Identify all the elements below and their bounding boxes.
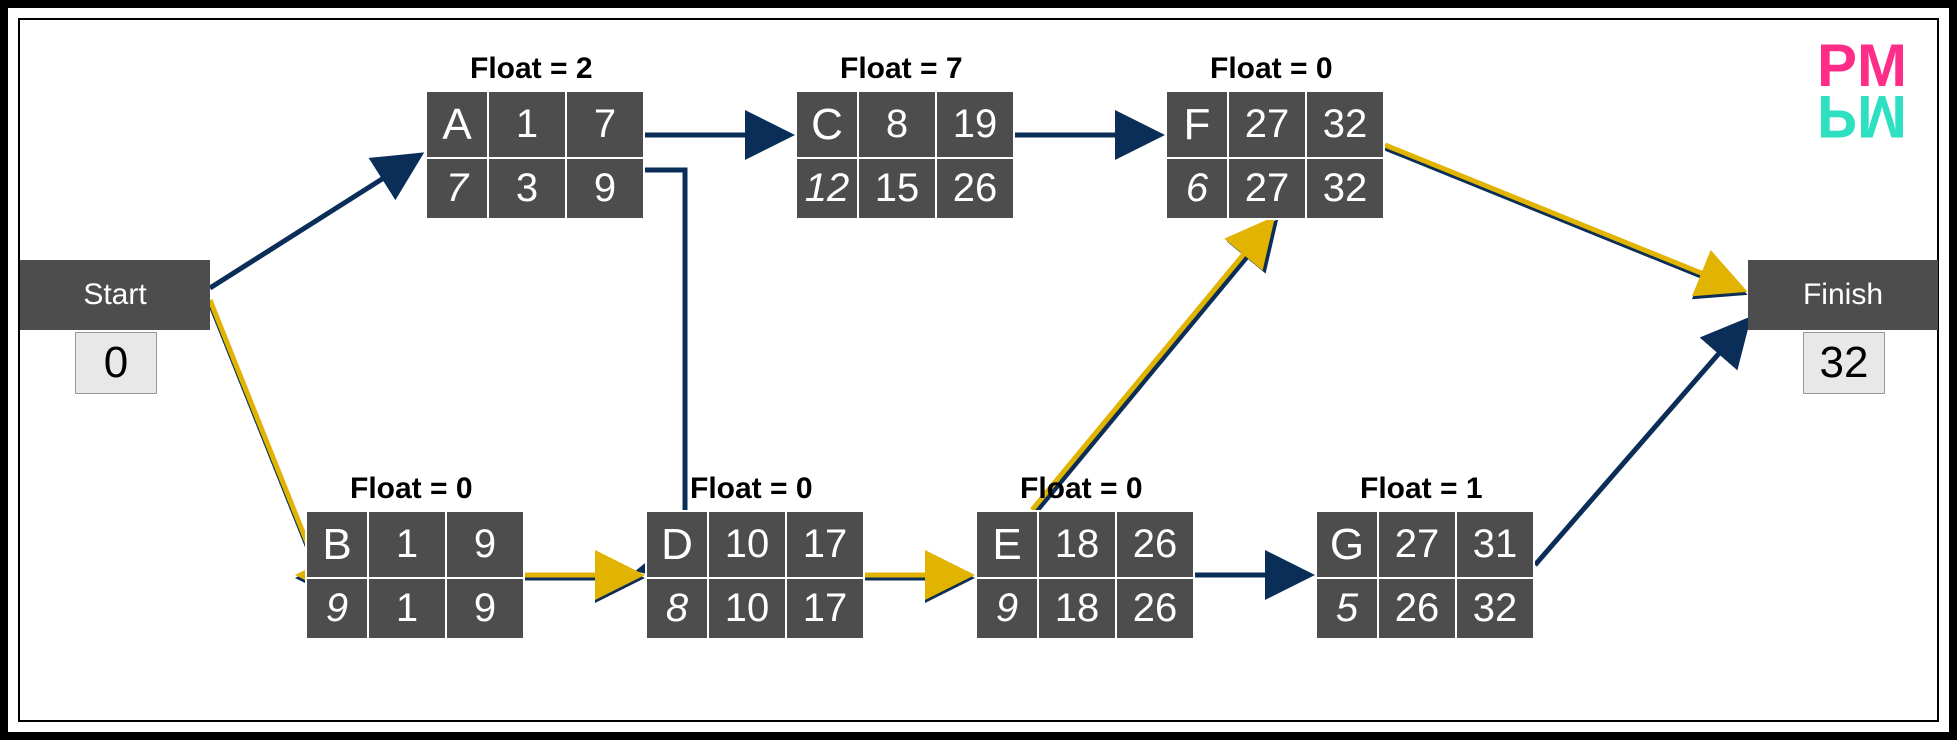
early-start: 27 [1228,91,1306,158]
activity-id: B [306,511,368,578]
activity-id: E [976,511,1038,578]
edge [1535,320,1748,565]
duration: 7 [426,158,488,219]
diagram-outer-frame: Start 0 Finish 32 PM PM Float = 2A17739F… [0,0,1957,740]
late-finish: 9 [566,158,644,219]
edge [1385,145,1743,290]
late-start: 26 [1378,578,1456,639]
early-finish: 17 [786,511,864,578]
late-finish: 9 [446,578,524,639]
activity-node-C: C819 121526 [795,90,1015,220]
late-finish: 32 [1456,578,1534,639]
late-start: 1 [368,578,446,639]
edge [1035,223,1275,513]
late-start: 3 [488,158,566,219]
early-finish: 26 [1116,511,1194,578]
float-label-A: Float = 2 [470,52,593,86]
start-value: 0 [75,332,157,394]
duration: 6 [1166,158,1228,219]
late-finish: 17 [786,578,864,639]
start-label: Start [83,278,146,312]
float-label-B: Float = 0 [350,472,473,506]
edge [1032,220,1272,510]
early-finish: 9 [446,511,524,578]
late-finish: 26 [936,158,1014,219]
early-finish: 19 [936,91,1014,158]
activity-node-F: F2732 62732 [1165,90,1385,220]
late-start: 15 [858,158,936,219]
early-start: 18 [1038,511,1116,578]
edge [210,155,420,288]
activity-node-A: A17 739 [425,90,645,220]
edge [1385,148,1743,293]
finish-value: 32 [1803,332,1885,394]
late-start: 10 [708,578,786,639]
early-start: 1 [488,91,566,158]
late-start: 18 [1038,578,1116,639]
activity-node-G: G2731 52632 [1315,510,1535,640]
float-label-E: Float = 0 [1020,472,1143,506]
early-finish: 32 [1306,91,1384,158]
float-label-C: Float = 7 [840,52,963,86]
logo-bottom: PM [1817,91,1907,142]
float-label-G: Float = 1 [1360,472,1483,506]
late-finish: 32 [1306,158,1384,219]
activity-id: G [1316,511,1378,578]
diagram-canvas: Start 0 Finish 32 PM PM Float = 2A17739F… [18,18,1939,722]
early-finish: 31 [1456,511,1534,578]
activity-node-B: B19919 [305,510,525,640]
activity-id: C [796,91,858,158]
early-start: 1 [368,511,446,578]
duration: 9 [976,578,1038,639]
activity-node-E: E1826 91826 [975,510,1195,640]
finish-label: Finish [1803,278,1883,312]
early-start: 10 [708,511,786,578]
early-finish: 7 [566,91,644,158]
start-node: Start [20,260,210,330]
activity-id: D [646,511,708,578]
finish-node: Finish [1748,260,1938,330]
float-label-D: Float = 0 [690,472,813,506]
activity-id: F [1166,91,1228,158]
activity-id: A [426,91,488,158]
activity-node-D: D1017 81017 [645,510,865,640]
duration: 8 [646,578,708,639]
early-start: 8 [858,91,936,158]
edge [210,300,320,575]
late-finish: 26 [1116,578,1194,639]
duration: 5 [1316,578,1378,639]
float-label-F: Float = 0 [1210,52,1333,86]
duration: 12 [796,158,858,219]
pm-logo: PM PM [1817,40,1907,142]
duration: 9 [306,578,368,639]
early-start: 27 [1378,511,1456,578]
late-start: 27 [1228,158,1306,219]
